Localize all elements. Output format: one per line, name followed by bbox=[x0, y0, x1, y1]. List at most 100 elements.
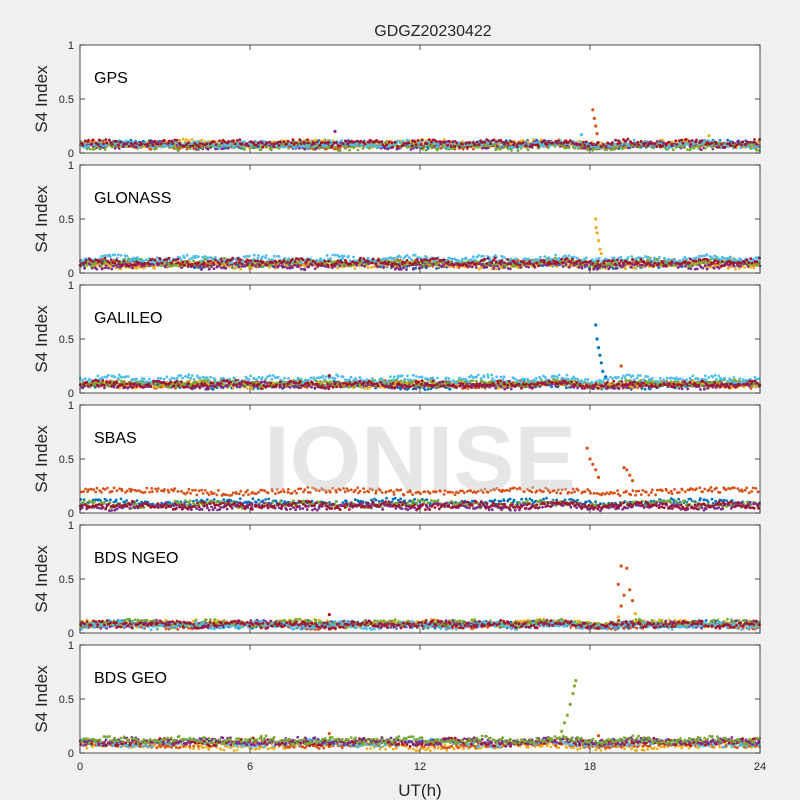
data-point bbox=[156, 142, 160, 146]
plot-area bbox=[80, 45, 760, 153]
data-point bbox=[91, 260, 95, 263]
data-point bbox=[132, 261, 136, 264]
data-point bbox=[754, 142, 758, 146]
data-point bbox=[125, 142, 128, 146]
data-point bbox=[335, 141, 338, 145]
data-point bbox=[481, 146, 485, 150]
data-point bbox=[294, 145, 298, 149]
data-point bbox=[723, 263, 727, 267]
data-point bbox=[170, 139, 174, 143]
data-point bbox=[743, 261, 746, 265]
data-point bbox=[323, 141, 327, 145]
data-point bbox=[555, 141, 559, 145]
data-point bbox=[315, 140, 319, 144]
data-point bbox=[619, 259, 623, 263]
data-point bbox=[220, 264, 224, 267]
data-point bbox=[306, 146, 309, 150]
data-point bbox=[591, 143, 595, 147]
data-point bbox=[262, 260, 265, 264]
data-point bbox=[105, 141, 108, 145]
data-point bbox=[274, 260, 278, 264]
spike-point bbox=[598, 247, 602, 251]
data-point bbox=[610, 141, 614, 145]
data-point bbox=[236, 143, 240, 147]
data-point bbox=[615, 145, 619, 149]
data-point bbox=[321, 141, 324, 145]
data-point bbox=[614, 267, 617, 270]
data-point bbox=[327, 259, 331, 263]
data-point bbox=[539, 138, 543, 142]
data-point bbox=[551, 141, 555, 145]
data-point bbox=[611, 259, 615, 262]
data-point bbox=[214, 143, 218, 146]
data-point bbox=[616, 258, 619, 262]
data-point bbox=[532, 138, 535, 141]
data-point bbox=[545, 143, 549, 147]
data-point bbox=[252, 253, 256, 257]
data-point bbox=[494, 261, 498, 264]
data-point bbox=[319, 257, 323, 261]
y-tick-label: 0 bbox=[68, 148, 74, 160]
data-point bbox=[179, 258, 183, 262]
data-point bbox=[307, 265, 311, 269]
data-point bbox=[167, 139, 171, 143]
data-point bbox=[309, 262, 313, 266]
data-point bbox=[531, 143, 535, 147]
data-point bbox=[243, 140, 246, 144]
data-point bbox=[410, 258, 413, 261]
data-point bbox=[527, 265, 530, 269]
data-point bbox=[675, 143, 679, 146]
data-point bbox=[231, 256, 235, 260]
data-point bbox=[361, 147, 365, 150]
data-point bbox=[598, 263, 602, 267]
data-point bbox=[407, 141, 411, 145]
data-point bbox=[425, 258, 429, 262]
y-tick-label: 0.5 bbox=[59, 94, 74, 106]
data-point bbox=[190, 262, 194, 266]
data-point bbox=[573, 146, 576, 150]
data-point bbox=[695, 267, 699, 271]
data-point bbox=[717, 257, 720, 261]
data-point bbox=[122, 142, 126, 146]
data-point bbox=[386, 147, 390, 151]
data-point bbox=[518, 263, 522, 267]
data-point bbox=[554, 253, 557, 257]
data-point bbox=[369, 144, 372, 148]
data-point bbox=[381, 262, 384, 265]
data-point bbox=[475, 140, 479, 144]
data-point bbox=[424, 148, 428, 152]
data-point bbox=[282, 259, 286, 263]
data-point bbox=[355, 144, 359, 147]
data-point bbox=[519, 266, 522, 269]
data-point bbox=[277, 264, 281, 267]
data-point bbox=[474, 262, 478, 266]
data-point bbox=[649, 264, 652, 267]
data-point bbox=[581, 140, 585, 144]
data-point bbox=[233, 142, 237, 146]
data-point bbox=[393, 140, 397, 144]
data-point bbox=[203, 255, 207, 258]
data-point bbox=[630, 141, 634, 145]
data-point bbox=[443, 138, 446, 141]
data-point bbox=[200, 259, 204, 263]
data-point bbox=[246, 144, 250, 148]
data-point bbox=[455, 141, 459, 145]
data-point bbox=[218, 139, 222, 143]
data-point bbox=[272, 254, 276, 258]
data-point bbox=[297, 258, 300, 261]
data-point bbox=[151, 143, 155, 147]
data-point bbox=[689, 267, 693, 270]
data-point bbox=[318, 144, 322, 147]
data-point bbox=[363, 142, 367, 146]
data-point bbox=[465, 263, 468, 267]
data-point bbox=[636, 261, 640, 265]
data-point bbox=[145, 145, 149, 149]
data-point bbox=[104, 138, 108, 141]
data-point bbox=[577, 266, 580, 269]
data-point bbox=[396, 140, 400, 144]
data-point bbox=[674, 261, 678, 265]
data-point bbox=[405, 268, 408, 271]
data-point bbox=[689, 264, 692, 268]
data-point bbox=[405, 259, 409, 262]
